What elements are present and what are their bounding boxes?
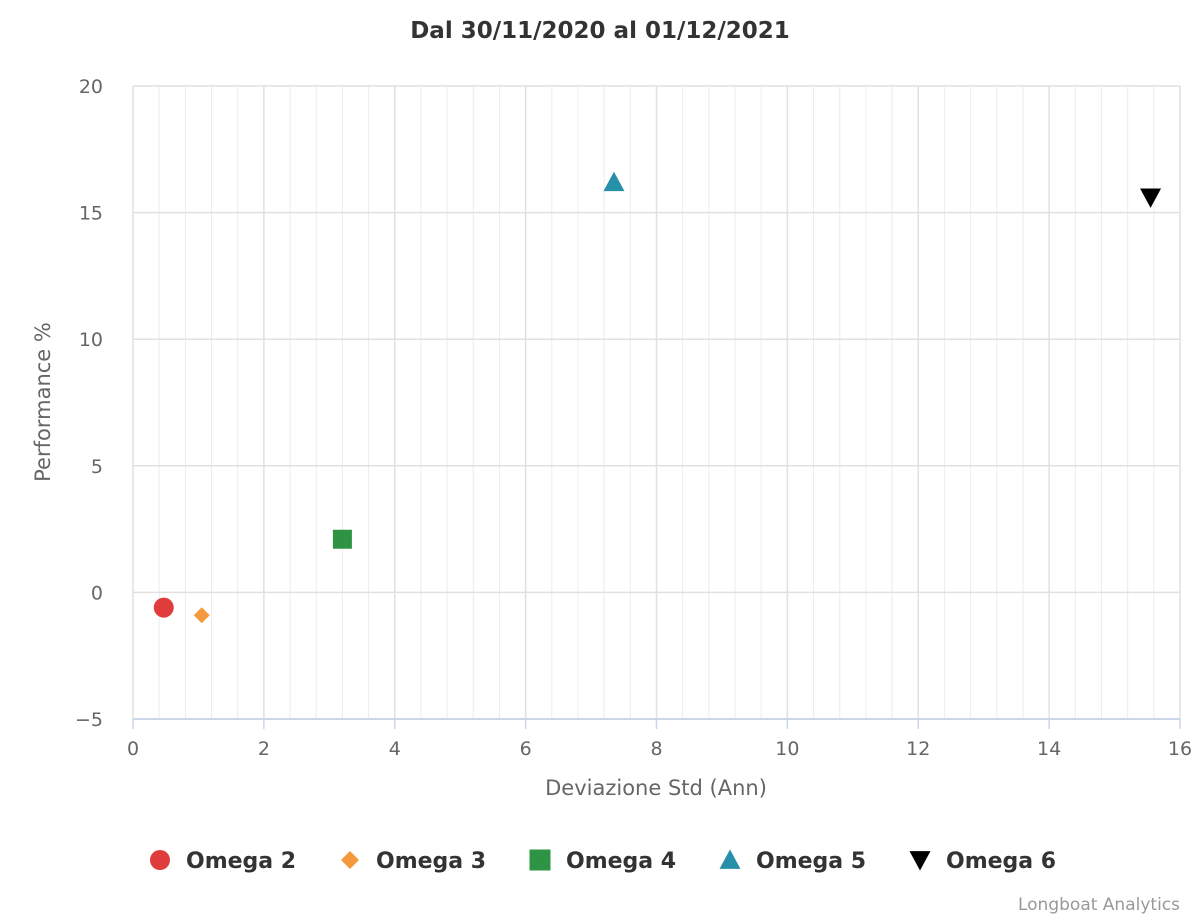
legend-symbol-square[interactable] xyxy=(529,849,551,871)
y-tick-label: 0 xyxy=(91,582,103,604)
legend-symbol-triangle-up[interactable] xyxy=(719,849,741,869)
legend-symbol-circle[interactable] xyxy=(150,850,170,870)
data-points xyxy=(153,171,1162,624)
x-tick-label: 8 xyxy=(650,738,662,760)
x-tick-label: 16 xyxy=(1168,738,1192,760)
y-tick-label: −5 xyxy=(75,709,103,731)
legend-item-omega-5[interactable]: Omega 5 xyxy=(719,849,867,874)
legend-symbol-diamond[interactable] xyxy=(341,851,359,869)
legend-label: Omega 4 xyxy=(566,849,676,874)
point-omega-3[interactable] xyxy=(193,607,210,624)
legend-label: Omega 5 xyxy=(756,849,866,874)
x-tick-label: 2 xyxy=(258,738,270,760)
credit-text[interactable]: Longboat Analytics xyxy=(1018,895,1180,915)
y-tick-label: 5 xyxy=(91,456,103,478)
point-omega-6[interactable] xyxy=(1140,188,1162,208)
legend-item-omega-2[interactable]: Omega 2 xyxy=(150,849,296,874)
point-omega-2[interactable] xyxy=(153,597,174,618)
chart-title: Dal 30/11/2020 al 01/12/2021 xyxy=(410,18,790,44)
point-omega-4[interactable] xyxy=(332,529,352,549)
legend-item-omega-3[interactable]: Omega 3 xyxy=(341,849,486,874)
y-axis-title: Performance % xyxy=(31,322,55,482)
legend-label: Omega 6 xyxy=(946,849,1056,874)
x-axis-title: Deviazione Std (Ann) xyxy=(545,776,767,800)
point-omega-5[interactable] xyxy=(603,171,625,192)
x-axis-ticks: 0 2 4 6 8 10 12 14 16 xyxy=(127,719,1192,760)
x-tick-label: 12 xyxy=(906,738,930,760)
x-tick-label: 14 xyxy=(1037,738,1061,760)
y-tick-label: 20 xyxy=(79,76,103,98)
x-tick-label: 6 xyxy=(520,738,532,760)
y-tick-label: 15 xyxy=(79,203,103,225)
legend: Omega 2 Omega 3 Omega 4 Omega 5 Omega 6 xyxy=(150,849,1056,874)
legend-label: Omega 3 xyxy=(376,849,486,874)
y-axis-ticks: −5 0 5 10 15 20 xyxy=(75,76,103,731)
x-tick-label: 0 xyxy=(127,738,139,760)
x-tick-label: 10 xyxy=(775,738,799,760)
x-tick-label: 4 xyxy=(389,738,401,760)
y-tick-label: 10 xyxy=(79,329,103,351)
legend-label: Omega 2 xyxy=(186,849,296,874)
legend-item-omega-6[interactable]: Omega 6 xyxy=(909,849,1057,874)
legend-item-omega-4[interactable]: Omega 4 xyxy=(529,849,677,874)
legend-symbol-triangle-down[interactable] xyxy=(909,851,931,871)
major-gridlines xyxy=(132,85,1181,719)
